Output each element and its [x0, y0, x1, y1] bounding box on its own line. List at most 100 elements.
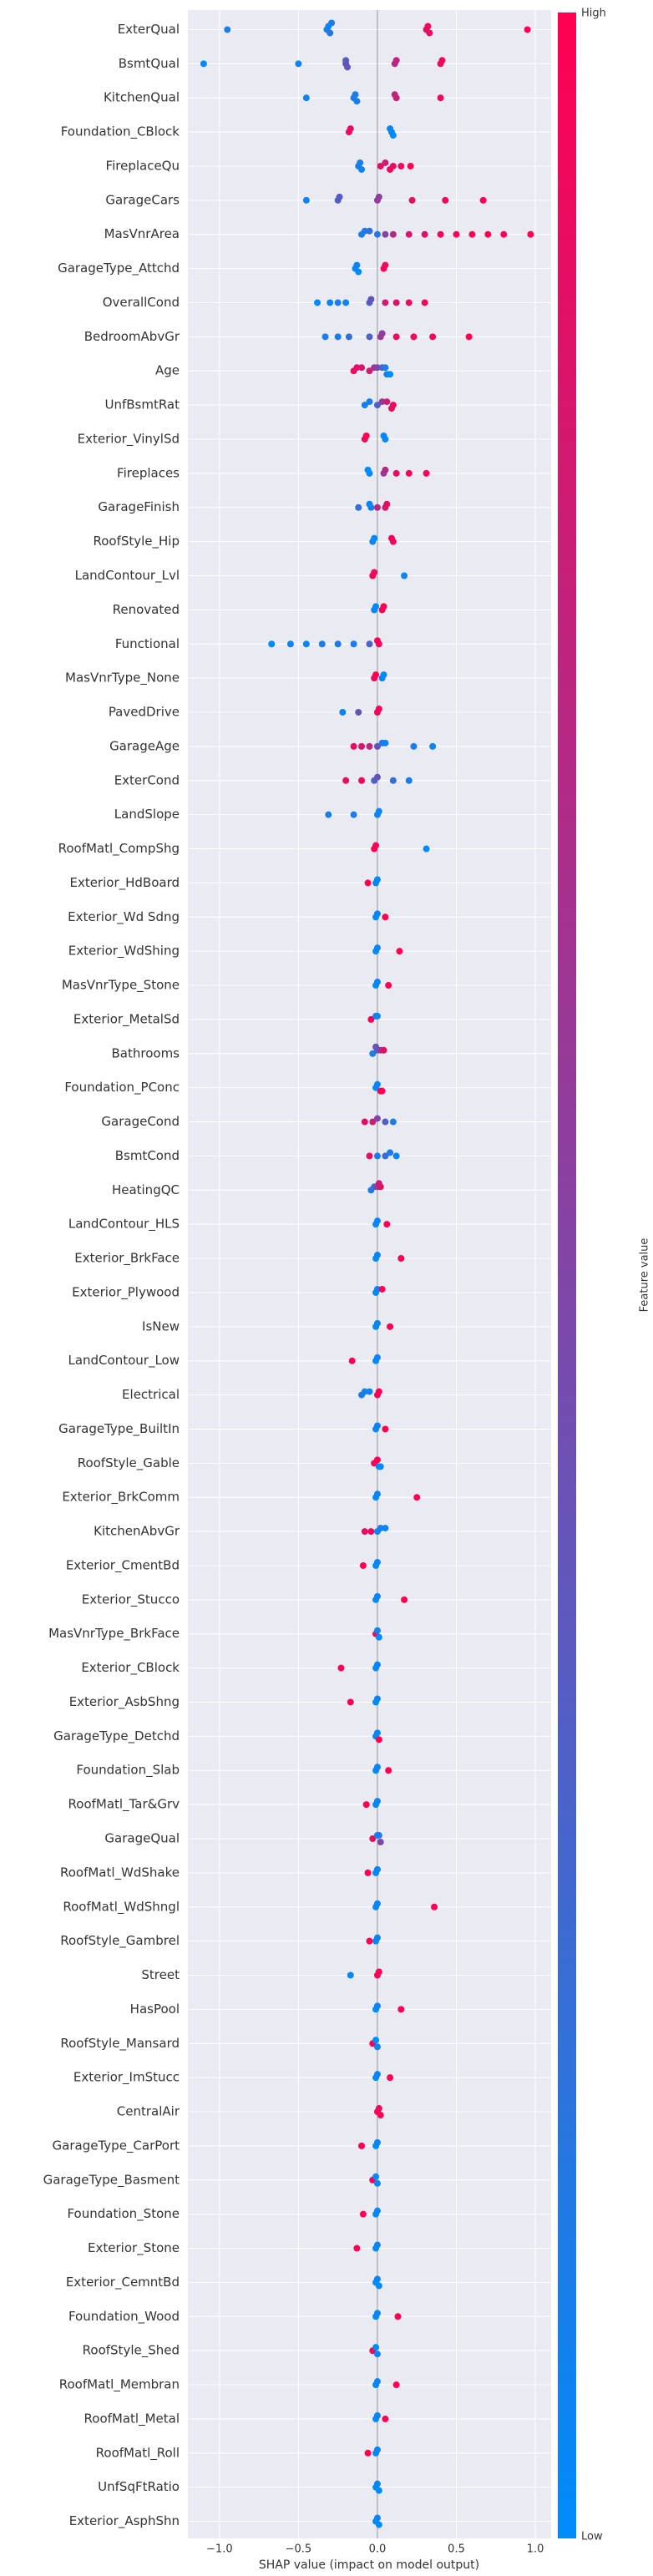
x-tick-label: −0.5 [286, 2543, 312, 2556]
shap-point [366, 1937, 373, 1945]
shap-point [352, 91, 359, 99]
shap-point [375, 2521, 382, 2528]
shap-point [373, 1115, 381, 1122]
shap-point [371, 569, 378, 576]
shap-point [380, 1046, 387, 1054]
shap-point [334, 640, 342, 648]
feature-label: RoofMatl_Roll [96, 2445, 180, 2461]
shap-point [383, 398, 391, 406]
shap-point [437, 94, 444, 102]
shap-point [348, 1357, 356, 1364]
shap-point [334, 333, 342, 341]
feature-label: GarageQual [104, 1830, 180, 1845]
shap-point [326, 299, 334, 306]
feature-label: Exterior_VinylSd [78, 431, 180, 447]
shap-point [366, 1388, 373, 1395]
shap-point [465, 333, 473, 341]
shap-point [389, 777, 397, 784]
shap-point [380, 671, 387, 679]
shap-point [372, 2344, 380, 2351]
shap-point [302, 196, 310, 204]
shap-point [355, 268, 362, 276]
feature-label: RoofMatl_Tar&Grv [68, 1797, 180, 1813]
shap-point [385, 1767, 392, 1774]
feature-label: Foundation_PConc [64, 1080, 180, 1096]
feature-label: MasVnrType_BrkFace [48, 1626, 180, 1642]
shap-point [424, 23, 432, 30]
feature-label: Exterior_BrkFace [74, 1251, 180, 1267]
shap-point [408, 196, 416, 204]
shap-point [391, 91, 398, 99]
shap-point [375, 1831, 382, 1839]
shap-point [373, 773, 381, 781]
feature-label: GarageAge [109, 738, 180, 753]
shap-point [524, 26, 531, 33]
shap-point [375, 193, 382, 200]
shap-point [373, 1865, 381, 1873]
shap-point [373, 2071, 381, 2078]
shap-point [378, 330, 386, 337]
feature-label: GarageType_BuiltIn [58, 1421, 180, 1437]
shap-point [373, 1764, 381, 1771]
shap-point [373, 1081, 381, 1088]
shap-point [369, 1050, 377, 1057]
shap-point [373, 742, 381, 750]
shap-point [366, 398, 373, 406]
shap-point [373, 2138, 381, 2146]
shap-point [527, 230, 534, 238]
feature-label: Fireplaces [117, 465, 180, 480]
shap-point [353, 2245, 361, 2252]
shap-point [392, 57, 400, 64]
feature-label: LandContour_Lvl [75, 568, 180, 584]
feature-label: RoofStyle_Shed [83, 2343, 180, 2359]
feature-label: Age [155, 363, 180, 378]
shap-point [373, 1729, 381, 1737]
x-tick-label: 1.0 [527, 2543, 544, 2556]
shap-point [373, 1456, 381, 1464]
feature-label: BedroomAbvGr [84, 329, 180, 344]
feature-label: Renovated [113, 602, 180, 617]
shap-point [358, 364, 366, 372]
shap-point [369, 1118, 377, 1126]
shap-point [345, 333, 352, 341]
shap-point [377, 1463, 384, 1470]
feature-label: RoofStyle_Mansard [60, 2036, 180, 2052]
shap-point [357, 159, 364, 166]
shap-point [375, 1736, 382, 1743]
shap-point [442, 196, 449, 204]
shap-point [373, 402, 381, 409]
shap-point [372, 1043, 380, 1050]
feature-label: GarageType_Basment [43, 2172, 180, 2188]
feature-label: MasVnrType_None [65, 671, 180, 686]
shap-point [373, 1661, 381, 1668]
shap-point [367, 1015, 375, 1023]
shap-point [373, 1695, 381, 1703]
shap-point [373, 1354, 381, 1361]
shap-point [383, 500, 391, 508]
shap-point [392, 1152, 400, 1160]
feature-label: RoofStyle_Hip [93, 534, 180, 549]
shap-point [364, 2449, 372, 2457]
feature-label: GarageCond [101, 1114, 180, 1129]
feature-label: Exterior_ImStucc [73, 2070, 180, 2086]
shap-point [382, 466, 389, 473]
shap-point [392, 333, 400, 341]
shap-point [302, 94, 310, 102]
shap-point [358, 777, 366, 784]
shap-point [373, 1217, 381, 1225]
shap-point [364, 466, 372, 473]
feature-label: ExterQual [118, 22, 180, 37]
shap-point [500, 230, 508, 238]
shap-point [375, 1968, 382, 1976]
feature-label: FireplaceQu [106, 158, 180, 173]
shap-point [373, 2351, 381, 2358]
shap-point [318, 640, 326, 648]
shap-point [372, 671, 380, 679]
shap-point [359, 1561, 367, 1569]
shap-point [366, 333, 373, 341]
shap-point [373, 876, 381, 883]
shap-point [366, 1152, 373, 1160]
shap-point [373, 2043, 381, 2051]
feature-label: Electrical [122, 1387, 180, 1402]
shap-point [380, 603, 387, 610]
